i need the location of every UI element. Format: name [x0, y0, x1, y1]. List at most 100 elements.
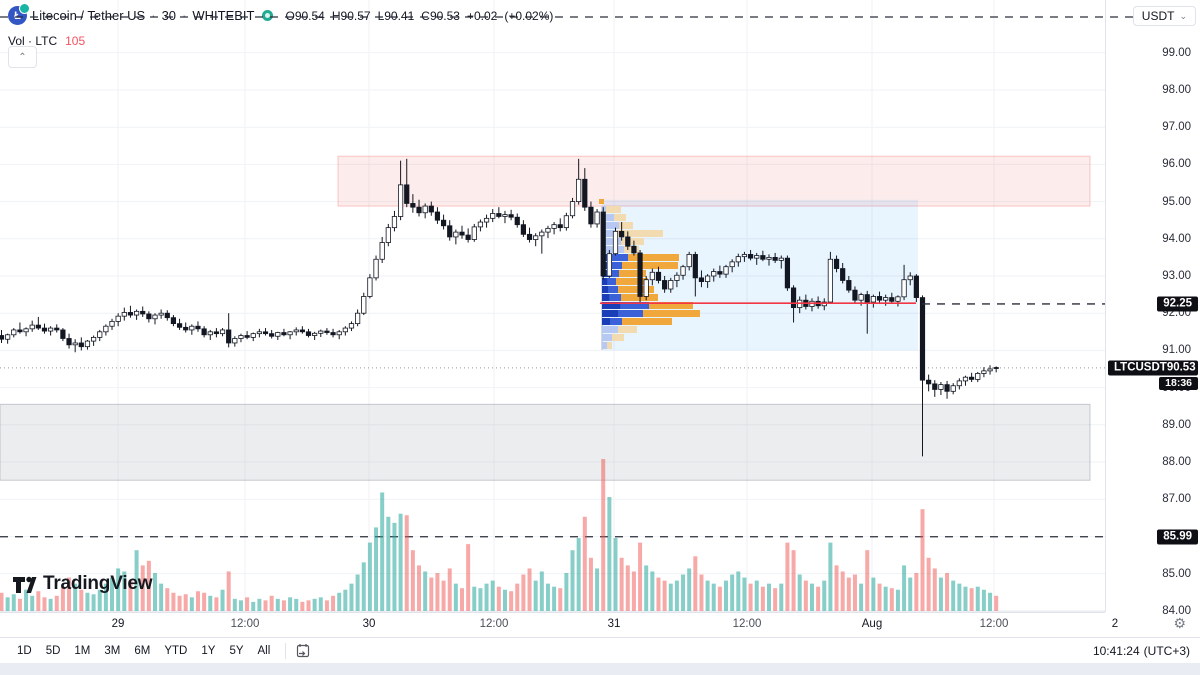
volume-bar	[588, 557, 593, 611]
volume-bar	[220, 589, 225, 611]
vp-sell-bar	[622, 262, 678, 269]
candle-up	[569, 201, 576, 217]
vp-sell-bar	[619, 222, 633, 229]
axis-settings-gear-icon[interactable]: ⚙	[1173, 615, 1186, 631]
candle-down	[790, 287, 797, 309]
range-button-5y[interactable]: 5Y	[229, 645, 244, 657]
candle-down	[557, 224, 563, 229]
volume-bar	[275, 598, 280, 611]
candle-up	[385, 227, 391, 243]
volume-bar	[902, 565, 907, 611]
calendar-icon	[297, 644, 310, 658]
volume-bar	[140, 565, 145, 611]
candle-up	[275, 332, 281, 337]
time-axis[interactable]: 29 12:00 30 12:00 31 12:00 Aug 12:00 2	[0, 612, 1118, 638]
volume-bar	[484, 583, 489, 611]
volume-bar	[932, 568, 937, 611]
candle-up	[318, 330, 324, 334]
vp-buy-bar-core	[602, 318, 610, 325]
price-axis[interactable]: 99.00 98.00 97.00 96.00 95.00 94.00 93.00 92.00…	[1105, 0, 1200, 617]
time-tick-label: 31	[607, 618, 621, 630]
volume-bar	[251, 601, 256, 611]
vp-buy-bar-core	[602, 294, 610, 301]
volume-bar	[472, 586, 477, 611]
vp-sell-bar	[606, 206, 621, 213]
candle-up	[84, 340, 91, 348]
candle-down	[35, 324, 41, 329]
candle-down	[465, 234, 471, 240]
volume-bar	[0, 592, 4, 611]
volume-bar	[975, 586, 980, 611]
candle-up	[956, 380, 962, 387]
symbol-badge-name: LTCUSDT	[1114, 361, 1167, 374]
clock-timezone-button[interactable]: 10:41:24 (UTC+3)	[1093, 644, 1190, 658]
vp-buy-bar	[602, 206, 606, 213]
volume-bar	[361, 562, 366, 611]
range-button-5d[interactable]: 5D	[45, 645, 61, 657]
symbol-title[interactable]: Litecoin / Tether US	[32, 8, 146, 23]
range-button-6m[interactable]: 6M	[134, 645, 151, 657]
candle-down	[434, 211, 441, 221]
candle-down	[944, 384, 950, 392]
candle-down	[281, 332, 287, 336]
candle-up	[643, 279, 649, 297]
vp-sell-bar	[607, 342, 612, 349]
vp-buy-bar	[602, 342, 607, 349]
volume-bar	[367, 542, 372, 611]
vp-buy-bar	[620, 302, 649, 309]
candle-down	[17, 329, 23, 333]
candle-down	[508, 214, 514, 218]
legend-separator: ·	[182, 8, 187, 23]
collapse-pane-button[interactable]: ⌃	[8, 46, 37, 68]
candle-down	[913, 275, 919, 298]
candle-down	[526, 233, 533, 240]
high-label: H	[331, 8, 341, 23]
volume-value: 105	[65, 34, 86, 48]
vp-sell-bar	[618, 326, 637, 333]
candle-up	[901, 279, 907, 298]
volume-bar	[889, 588, 894, 611]
vp-sell-bar	[616, 278, 648, 285]
volume-profile-handle	[599, 199, 604, 204]
range-button-1m[interactable]: 1M	[74, 645, 91, 657]
volume-bar	[306, 600, 311, 611]
candle-up	[91, 336, 97, 342]
go-to-date-button[interactable]	[294, 642, 312, 660]
candle-down	[600, 211, 606, 277]
chevron-down-icon: ⌄	[1179, 10, 1187, 21]
volume-bar	[644, 565, 649, 611]
volume-bar	[435, 573, 440, 611]
volume-bar	[773, 588, 778, 611]
candle-up	[563, 215, 569, 229]
volume-bar	[263, 600, 268, 611]
range-button-3m[interactable]: 3M	[104, 645, 121, 657]
candle-down	[299, 329, 305, 333]
candle-down	[447, 225, 453, 238]
volume-bar	[189, 597, 194, 611]
range-button-all[interactable]: All	[257, 645, 271, 657]
volume-bar	[343, 589, 348, 611]
candle-up	[649, 271, 655, 281]
volume-label[interactable]: Vol · LTC	[8, 34, 58, 48]
exchange-mini-badge-icon	[19, 3, 30, 14]
candle-up	[232, 338, 238, 344]
vp-sell-bar	[619, 270, 646, 277]
candle-up	[987, 368, 993, 372]
exchange-button[interactable]: WHITEBIT	[192, 8, 255, 23]
tradingview-logo-icon	[13, 576, 37, 593]
volume-bar	[613, 538, 618, 611]
range-button-1d[interactable]: 1D	[17, 645, 32, 657]
vp-buy-bar	[602, 222, 619, 229]
candle-up	[238, 335, 244, 339]
candle-down	[833, 258, 840, 269]
volume-bar	[674, 580, 679, 611]
interval-button[interactable]: 30	[161, 8, 177, 23]
volume-bar	[410, 550, 415, 611]
range-button-1y[interactable]: 1Y	[201, 645, 216, 657]
candle-up	[250, 333, 256, 338]
range-button-ytd[interactable]: YTD	[164, 645, 188, 657]
candle-down	[840, 268, 846, 281]
currency-unit-button[interactable]: USDT ⌄	[1132, 6, 1196, 26]
volume-bar	[809, 583, 814, 611]
